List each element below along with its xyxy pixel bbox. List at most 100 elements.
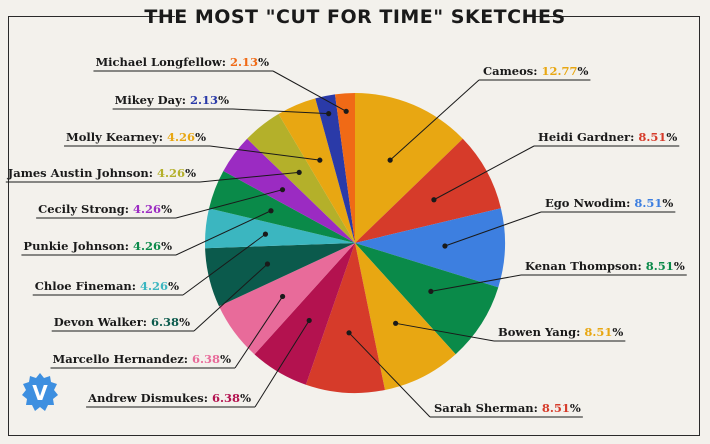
pie-slice bbox=[254, 243, 355, 385]
slice-unit: % bbox=[666, 130, 677, 144]
slice-label-group: Chloe Fineman: 4.26% bbox=[32, 231, 269, 296]
slice-value: 8.51 bbox=[634, 196, 662, 210]
slice-name: Kenan Thompson: bbox=[525, 259, 646, 273]
pie-slice bbox=[205, 243, 355, 307]
slice-name: Punkie Johnson: bbox=[23, 239, 133, 253]
slice-unit: % bbox=[674, 259, 685, 273]
slice-value: 4.26 bbox=[167, 130, 195, 144]
leader-dot bbox=[317, 157, 323, 163]
slice-label-group: Michael Longfellow: 2.13% bbox=[93, 55, 349, 114]
slice-label-group: Molly Kearney: 4.26% bbox=[64, 130, 323, 163]
slice-value: 4.26 bbox=[157, 166, 185, 180]
slice-label: Cameos: 12.77% bbox=[483, 64, 589, 78]
leader-line bbox=[234, 296, 284, 369]
slice-label: Chloe Fineman: 4.26% bbox=[35, 279, 179, 293]
slice-label-group: Andrew Dismukes: 6.38% bbox=[86, 317, 312, 408]
leader-dot bbox=[279, 187, 286, 193]
slice-label-group: Bowen Yang: 8.51% bbox=[393, 320, 626, 342]
leader-line bbox=[395, 322, 495, 342]
leader-dot bbox=[262, 231, 269, 237]
pie-slice bbox=[315, 94, 355, 243]
slice-value: 12.77 bbox=[541, 64, 577, 78]
slice-unit: % bbox=[612, 325, 623, 339]
slice-value: 4.26 bbox=[133, 239, 161, 253]
slice-name: James Austin Johnson: bbox=[7, 166, 157, 180]
slice-label: Michael Longfellow: 2.13% bbox=[95, 55, 269, 69]
slice-label-group: Punkie Johnson: 4.26% bbox=[21, 208, 274, 256]
slice-value: 8.51 bbox=[646, 259, 674, 273]
pie-slice bbox=[223, 138, 355, 243]
slice-value: 2.13 bbox=[190, 93, 218, 107]
slice-unit: % bbox=[195, 130, 206, 144]
slice-label-group: Mikey Day: 2.13% bbox=[112, 93, 332, 117]
leader-dot bbox=[387, 157, 393, 163]
leader-line bbox=[430, 274, 522, 292]
slice-label: Andrew Dismukes: 6.38% bbox=[87, 391, 251, 405]
slice-value: 8.51 bbox=[584, 325, 612, 339]
leader-line bbox=[444, 211, 542, 247]
leader-line bbox=[433, 145, 535, 201]
pie-slice bbox=[355, 138, 501, 243]
leader-line bbox=[182, 233, 266, 296]
slice-name: Ego Nwodim: bbox=[545, 196, 634, 210]
slice-unit: % bbox=[161, 239, 172, 253]
slice-name: Chloe Fineman: bbox=[35, 279, 140, 293]
leader-line bbox=[254, 320, 310, 408]
leader-dot bbox=[268, 208, 274, 214]
leader-dot bbox=[346, 330, 352, 336]
slice-unit: % bbox=[161, 202, 172, 216]
leader-line bbox=[348, 332, 431, 418]
slice-value: 8.51 bbox=[638, 130, 666, 144]
slice-name: Devon Walker: bbox=[54, 315, 151, 329]
slice-unit: % bbox=[220, 352, 231, 366]
logo-badge bbox=[22, 373, 58, 411]
slice-value: 4.26 bbox=[133, 202, 161, 216]
slice-value: 4.26 bbox=[140, 279, 168, 293]
slice-label: Kenan Thompson: 8.51% bbox=[525, 259, 685, 273]
slice-label-group: Devon Walker: 6.38% bbox=[51, 261, 271, 332]
leader-line bbox=[232, 108, 329, 115]
leader-line bbox=[389, 79, 480, 161]
leader-dot bbox=[431, 197, 437, 203]
slice-value: 6.38 bbox=[212, 391, 240, 405]
leader-dot bbox=[428, 288, 434, 295]
leader-dot bbox=[296, 169, 302, 176]
pie-slice bbox=[355, 93, 463, 243]
slice-name: Mikey Day: bbox=[115, 93, 190, 107]
leader-dot bbox=[306, 317, 312, 324]
slice-unit: % bbox=[258, 55, 269, 69]
slice-name: Heidi Gardner: bbox=[538, 130, 638, 144]
slice-label-group: Heidi Gardner: 8.51% bbox=[431, 130, 680, 203]
vulture-logo-icon: V bbox=[22, 373, 58, 411]
pie-slice bbox=[355, 208, 505, 288]
leader-dot bbox=[393, 320, 399, 326]
pie-slice bbox=[209, 171, 355, 243]
leader-dot bbox=[442, 243, 448, 249]
leader-line bbox=[175, 210, 272, 256]
slice-label: Cecily Strong: 4.26% bbox=[38, 202, 172, 216]
slice-label: Punkie Johnson: 4.26% bbox=[23, 239, 172, 253]
slice-name: Marcello Hernandez: bbox=[53, 352, 193, 366]
leader-dot bbox=[279, 293, 286, 300]
slice-value: 6.38 bbox=[151, 315, 179, 329]
slice-label: Mikey Day: 2.13% bbox=[115, 93, 229, 107]
chart-title: THE MOST "CUT FOR TIME" SKETCHES bbox=[144, 6, 566, 28]
pie-slice bbox=[278, 98, 355, 243]
leader-dot bbox=[343, 108, 349, 114]
leader-dot bbox=[326, 111, 332, 117]
slice-value: 8.51 bbox=[542, 401, 570, 415]
slice-label-group: Marcello Hernandez: 6.38% bbox=[50, 293, 286, 369]
slice-label: Molly Kearney: 4.26% bbox=[66, 130, 206, 144]
slice-label: Ego Nwodim: 8.51% bbox=[545, 196, 673, 210]
slice-unit: % bbox=[662, 196, 673, 210]
title-background bbox=[175, 4, 531, 30]
slice-unit: % bbox=[168, 279, 179, 293]
slice-label: Bowen Yang: 8.51% bbox=[498, 325, 623, 339]
slice-unit: % bbox=[179, 315, 190, 329]
slice-unit: % bbox=[578, 64, 589, 78]
leader-dot bbox=[264, 261, 271, 267]
slice-name: Cameos: bbox=[483, 64, 541, 78]
pie-slice bbox=[355, 243, 456, 390]
pie-slice bbox=[219, 243, 355, 355]
